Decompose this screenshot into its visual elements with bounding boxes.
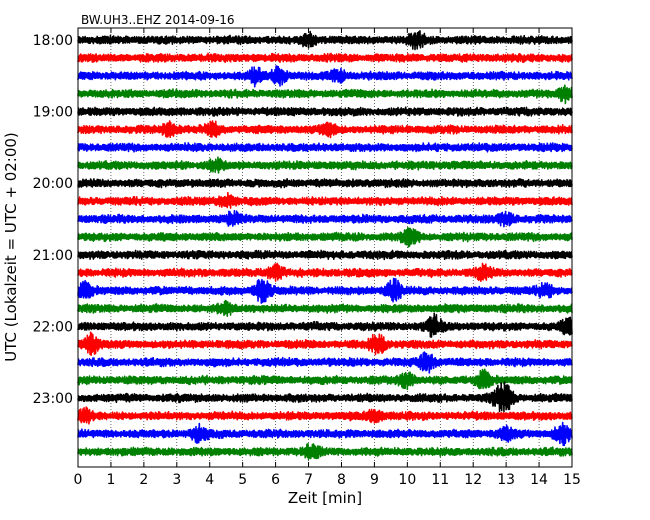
y-tick-label: 18:00: [33, 33, 73, 49]
trace-line: [77, 226, 573, 248]
axis-ticks: 0 1 2 3 4 5 6 7 8 9 10 11 12 13 14 1518:0019:0020:0021:…: [33, 28, 581, 488]
y-tick-label: 20:00: [33, 176, 73, 192]
x-tick-label: 13: [497, 472, 515, 488]
trace-line: [77, 299, 573, 318]
trace-line: [77, 142, 573, 153]
x-tick-label: 5: [238, 472, 247, 488]
trace-line: [77, 262, 573, 283]
x-tick-label: 8: [337, 472, 346, 488]
y-tick-label: 19:00: [33, 105, 73, 121]
trace-line: [77, 249, 573, 261]
y-tick-label: 21:00: [33, 248, 73, 264]
y-axis-label: UTC (Lokalzeit = UTC + 02:00): [2, 132, 20, 362]
trace-line: [77, 106, 573, 117]
trace-line: [77, 312, 573, 338]
trace-line: [77, 421, 573, 447]
trace-line: [77, 84, 573, 105]
x-tick-label: 15: [563, 472, 581, 488]
x-tick-label: 3: [172, 472, 181, 488]
trace-line: [77, 351, 573, 374]
x-tick-label: 14: [530, 472, 548, 488]
trace-line: [77, 156, 573, 174]
trace-line: [77, 443, 573, 460]
trace-line: [77, 209, 573, 228]
trace-line: [77, 65, 573, 88]
trace-line: [77, 368, 573, 391]
trace-line: [77, 277, 573, 304]
trace-line: [77, 381, 573, 413]
y-tick-label: 22:00: [33, 319, 73, 335]
trace-line: [77, 120, 573, 139]
x-tick-label: 9: [370, 472, 379, 488]
x-tick-label: 6: [271, 472, 280, 488]
trace-line: [77, 406, 573, 425]
x-tick-label: 4: [205, 472, 214, 488]
seismogram-traces: [77, 30, 573, 460]
trace-line: [77, 52, 573, 64]
y-tick-label: 23:00: [33, 391, 73, 407]
x-tick-label: 7: [304, 472, 313, 488]
x-tick-label: 2: [139, 472, 148, 488]
trace-line: [77, 331, 573, 356]
chart-title: BW.UH3..EHZ 2014-09-16: [81, 13, 235, 27]
trace-line: [77, 30, 573, 51]
grid-lines: [110, 28, 540, 467]
plot-frame: [77, 27, 573, 468]
x-tick-label: 0: [74, 472, 83, 488]
x-tick-label: 1: [106, 472, 115, 488]
x-axis-label: Zeit [min]: [288, 489, 362, 507]
x-tick-label: 10: [398, 472, 416, 488]
x-tick-label: 11: [431, 472, 449, 488]
trace-line: [77, 178, 573, 189]
trace-line: [77, 191, 573, 209]
x-tick-label: 12: [464, 472, 482, 488]
